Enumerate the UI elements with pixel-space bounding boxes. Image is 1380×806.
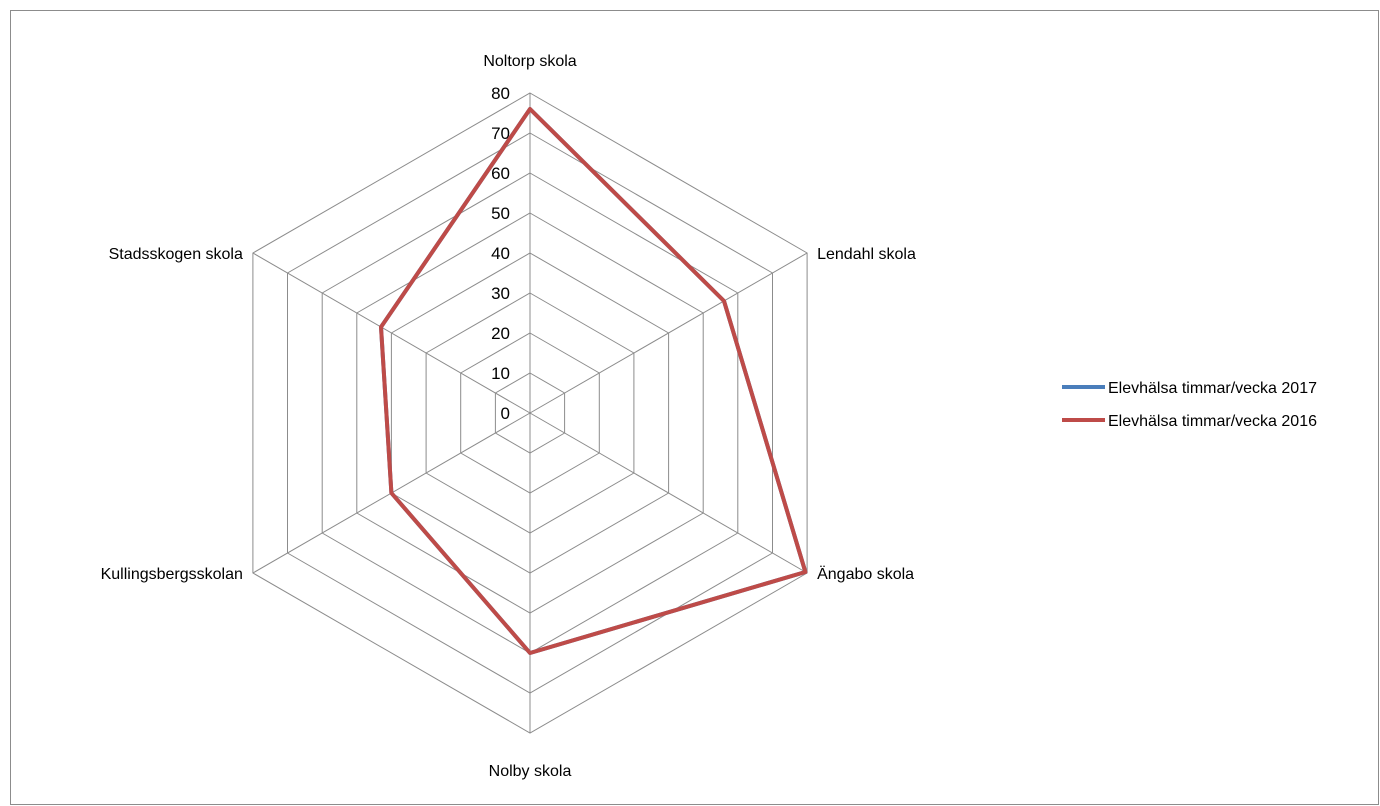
- radar-spokes: [252, 93, 808, 733]
- tick-label: 40: [491, 244, 510, 263]
- category-label: Lendahl skola: [817, 246, 916, 263]
- category-label: Ängabo skola: [817, 565, 914, 583]
- category-label: Kullingsbergsskolan: [101, 566, 243, 583]
- series-line-1: [379, 107, 808, 655]
- series-lines: [379, 107, 808, 655]
- category-labels: Noltorp skola Lendahl skola Ängabo skola No…: [101, 53, 916, 780]
- spoke-5: [252, 252, 531, 414]
- category-label: Nolby skola: [489, 763, 572, 780]
- tick-label: 20: [491, 324, 510, 343]
- tick-label: 10: [491, 364, 510, 383]
- legend-label: Elevhälsa timmar/vecka 2017: [1108, 380, 1317, 397]
- chart-area: [10, 10, 1379, 805]
- category-label: Stadsskogen skola: [109, 246, 243, 263]
- spoke-1: [529, 252, 808, 414]
- radial-tick-labels: 0 10 20 30 40 50 60 70 80: [491, 84, 510, 423]
- tick-label: 30: [491, 284, 510, 303]
- series-line-0: [379, 107, 808, 655]
- tick-label: 50: [491, 204, 510, 223]
- tick-label: 60: [491, 164, 510, 183]
- spoke-2: [529, 412, 808, 574]
- category-label: Noltorp skola: [483, 53, 576, 70]
- legend: Elevhälsa timmar/vecka 2017 Elevhälsa tim…: [1062, 380, 1317, 430]
- tick-label: 70: [491, 124, 510, 143]
- tick-label: 0: [501, 404, 510, 423]
- tick-label: 80: [491, 84, 510, 103]
- legend-label: Elevhälsa timmar/vecka 2016: [1108, 413, 1317, 430]
